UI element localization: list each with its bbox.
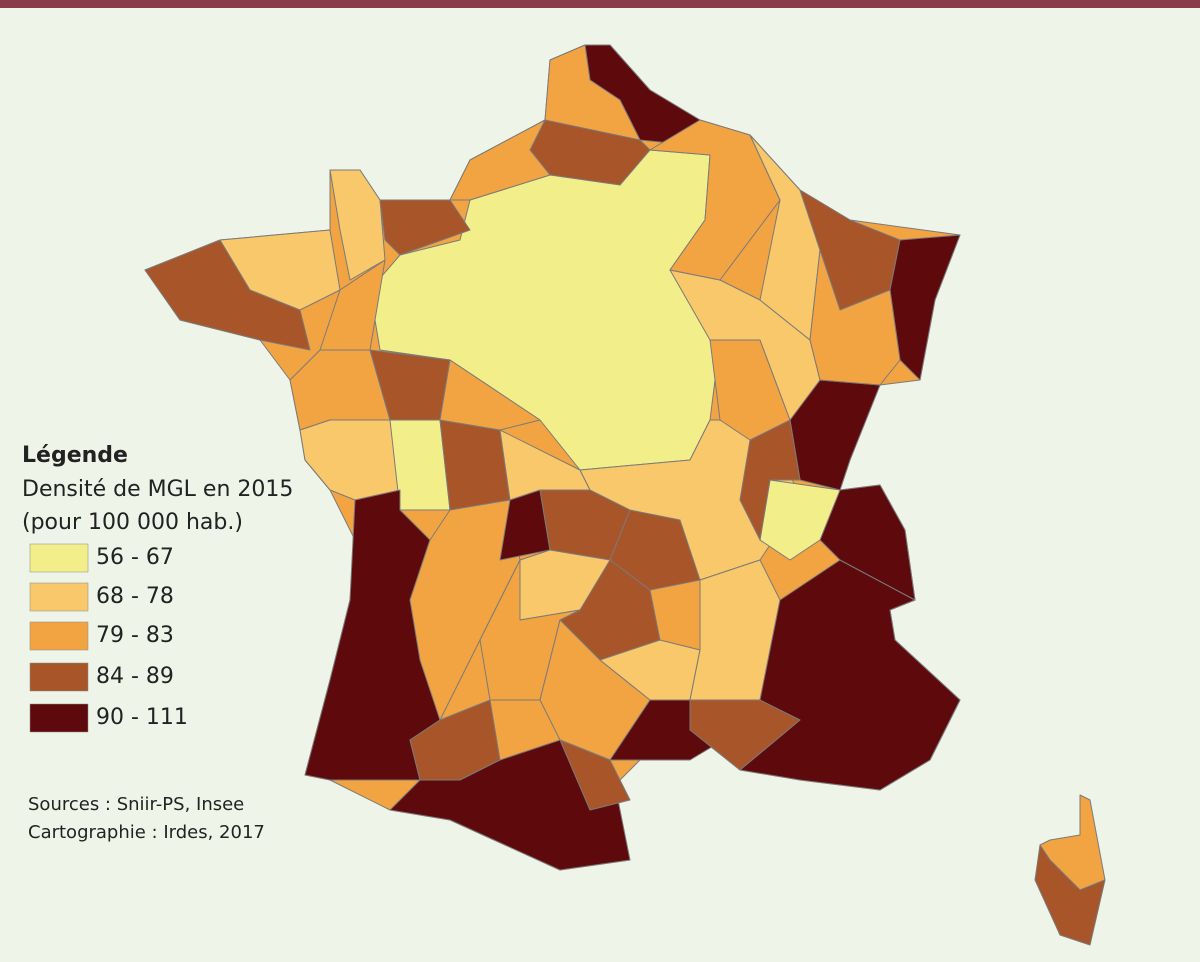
map (144, 44, 1106, 946)
department (219, 229, 341, 311)
department (649, 119, 781, 281)
department (379, 199, 471, 256)
legend-unit: (pour 100 000 hab.) (22, 510, 243, 535)
legend-swatch (29, 543, 89, 573)
legend-label: 90 - 111 (96, 705, 188, 730)
department (479, 559, 581, 701)
department (439, 419, 511, 511)
legend: 56 - 67 68 - 78 79 - 83 84 - 89 90 - 111 (29, 543, 188, 733)
legend-swatch (29, 703, 89, 733)
department (809, 249, 901, 386)
source-note: Cartographie : Irdes, 2017 (28, 822, 265, 843)
department (389, 739, 631, 871)
legend-subtitle: Densité de MGL en 2015 (22, 477, 293, 502)
department (559, 739, 631, 811)
legend-label: 56 - 67 (96, 545, 174, 570)
department (449, 119, 551, 201)
legend-label: 68 - 78 (96, 584, 174, 609)
legend-swatch (29, 621, 89, 651)
legend-label: 84 - 89 (96, 664, 174, 689)
department (439, 359, 541, 431)
legend-swatch (29, 662, 89, 692)
department (739, 559, 961, 791)
top-bar (0, 0, 1200, 8)
department (1034, 844, 1106, 946)
legend-swatch (29, 582, 89, 612)
source-note: Sources : Sniir-PS, Insee (28, 794, 244, 815)
legend-label: 79 - 83 (96, 623, 174, 648)
legend-title: Légende (22, 443, 128, 468)
